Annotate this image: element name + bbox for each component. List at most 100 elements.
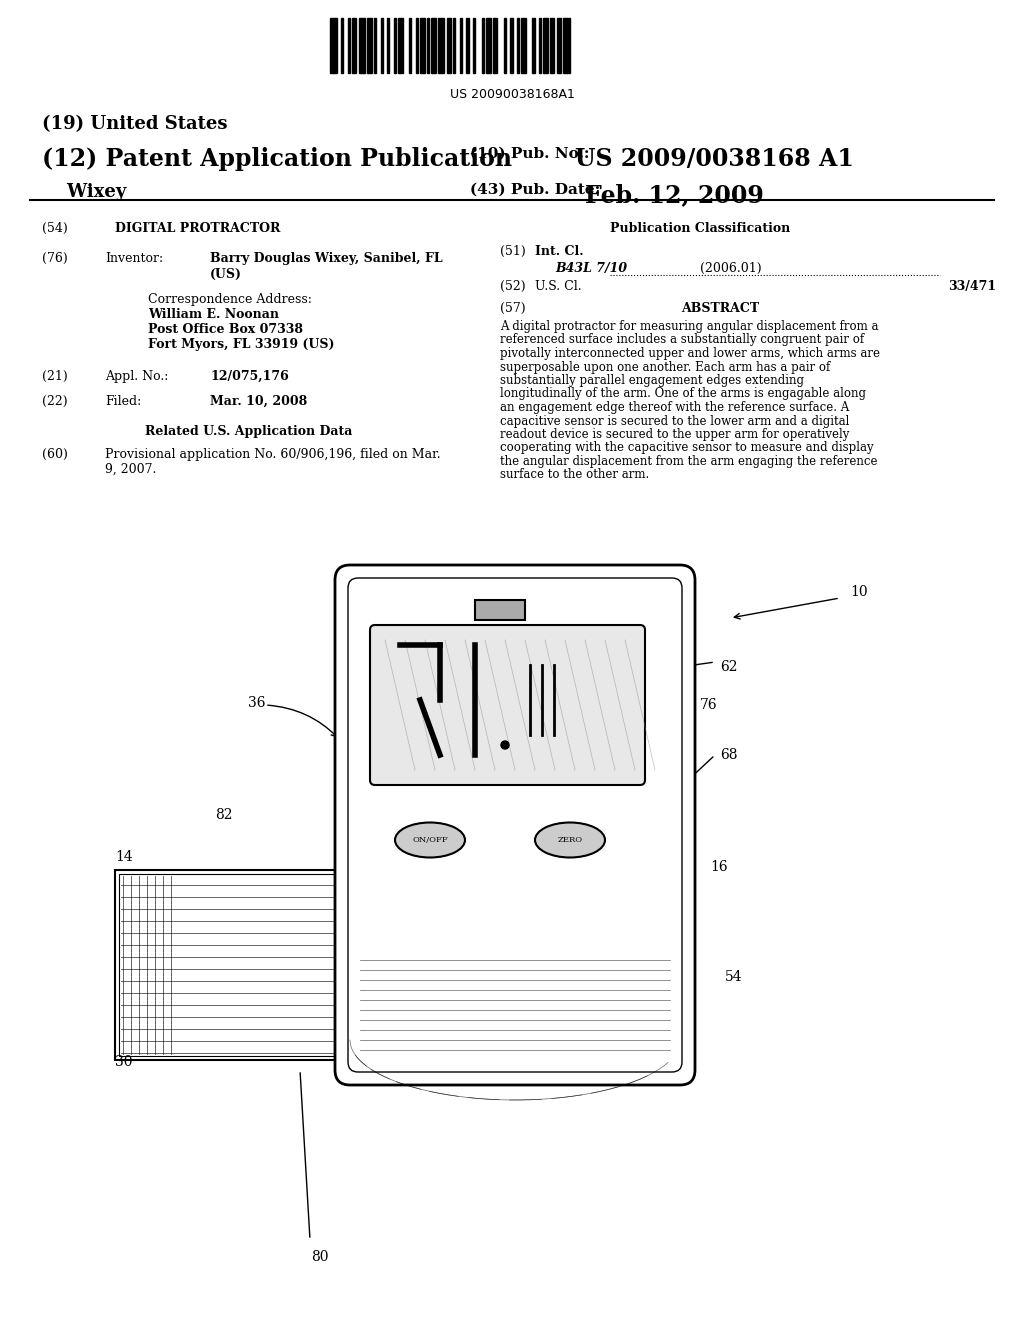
Text: Barry Douglas Wixey, Sanibel, FL: Barry Douglas Wixey, Sanibel, FL [210,252,442,265]
Text: longitudinally of the arm. One of the arms is engagable along: longitudinally of the arm. One of the ar… [500,388,866,400]
Bar [510,18,513,73]
Text: 12: 12 [555,568,572,582]
Text: (76): (76) [42,252,68,265]
Bar [387,18,389,73]
Text: surface to the other arm.: surface to the other arm. [500,469,649,482]
Text: an engagement edge thereof with the reference surface. A: an engagement edge thereof with the refe… [500,401,849,414]
Text: (2006.01): (2006.01) [700,261,762,275]
Bar [347,18,350,73]
Bar [115,870,380,1060]
Text: 70: 70 [490,573,508,587]
Text: US 20090038168A1: US 20090038168A1 [450,88,574,102]
Text: (US): (US) [210,268,242,281]
Text: (51): (51) [500,246,525,257]
Text: 9, 2007.: 9, 2007. [105,463,157,477]
Bar [532,18,535,73]
Text: 72: 72 [360,618,378,632]
Text: cooperating with the capacitive sensor to measure and display: cooperating with the capacitive sensor t… [500,441,873,454]
Bar [446,18,451,73]
Text: DIGITAL PROTRACTOR: DIGITAL PROTRACTOR [115,222,281,235]
Bar [341,18,343,73]
Text: (60): (60) [42,447,68,461]
Bar [466,18,469,73]
Bar [394,18,396,73]
Text: readout device is secured to the upper arm for operatively: readout device is secured to the upper a… [500,428,849,441]
Text: the angular displacement from the arm engaging the reference: the angular displacement from the arm en… [500,455,878,469]
Text: A digital protractor for measuring angular displacement from a: A digital protractor for measuring angul… [500,319,879,333]
Bar [119,874,376,1056]
Bar [381,18,383,73]
Bar [420,18,425,73]
Bar [352,18,356,73]
FancyBboxPatch shape [335,565,695,1085]
Bar [544,18,548,73]
Bar [416,18,418,73]
Text: Fort Myors, FL 33919 (US): Fort Myors, FL 33919 (US) [148,338,335,351]
Text: US 2009/0038168 A1: US 2009/0038168 A1 [575,147,854,172]
Text: 78: 78 [345,840,362,854]
Text: Appl. No.:: Appl. No.: [105,370,168,383]
Text: (43) Pub. Date:: (43) Pub. Date: [470,183,600,197]
Text: (10) Pub. No.:: (10) Pub. No.: [470,147,590,161]
Text: U.S. Cl.: U.S. Cl. [535,280,582,293]
Text: Publication Classification: Publication Classification [610,222,791,235]
Text: Provisional application No. 60/906,196, filed on Mar.: Provisional application No. 60/906,196, … [105,447,440,461]
Bar [475,601,525,620]
Bar [539,18,542,73]
Text: ABSTRACT: ABSTRACT [681,302,759,315]
Bar [521,18,525,73]
Text: Post Office Box 07338: Post Office Box 07338 [148,323,303,337]
Text: 16: 16 [710,861,728,874]
Text: pivotally interconnected upper and lower arms, which arms are: pivotally interconnected upper and lower… [500,347,880,360]
Bar [368,18,372,73]
Text: Int. Cl.: Int. Cl. [535,246,584,257]
Bar [517,18,519,73]
Circle shape [501,741,509,748]
Text: 33/471: 33/471 [948,280,996,293]
Bar [473,18,475,73]
Bar [482,18,484,73]
Text: (52): (52) [500,280,525,293]
Text: substantially parallel engagement edges extending: substantially parallel engagement edges … [500,374,804,387]
Text: referenced surface includes a substantially congruent pair of: referenced surface includes a substantia… [500,334,864,346]
Text: 14: 14 [115,850,133,865]
Ellipse shape [535,822,605,858]
Bar [438,18,444,73]
Text: (12) Patent Application Publication: (12) Patent Application Publication [42,147,512,172]
Text: (54): (54) [42,222,68,235]
Text: 76: 76 [700,698,718,711]
Text: Feb. 12, 2009: Feb. 12, 2009 [585,183,764,207]
Bar [330,18,337,73]
Bar [431,18,435,73]
Text: ZERO: ZERO [557,836,583,843]
Text: capacitive sensor is secured to the lower arm and a digital: capacitive sensor is secured to the lowe… [500,414,849,428]
Bar [358,18,366,73]
Text: Related U.S. Application Data: Related U.S. Application Data [145,425,352,438]
Text: (22): (22) [42,395,68,408]
Text: 12/075,176: 12/075,176 [210,370,289,383]
Text: B43L 7/10: B43L 7/10 [555,261,627,275]
FancyBboxPatch shape [370,624,645,785]
Text: Filed:: Filed: [105,395,141,408]
Text: William E. Noonan: William E. Noonan [148,308,279,321]
Bar [550,18,554,73]
Text: 66: 66 [400,789,418,804]
Text: (19) United States: (19) United States [42,115,227,133]
Ellipse shape [395,822,465,858]
Bar [557,18,561,73]
Text: superposable upon one another. Each arm has a pair of: superposable upon one another. Each arm … [500,360,830,374]
Bar [504,18,506,73]
Text: 80: 80 [311,1250,329,1265]
Bar [486,18,490,73]
Bar [493,18,498,73]
Bar [427,18,429,73]
Text: (21): (21) [42,370,68,383]
Text: (57): (57) [500,302,525,315]
Text: ON/OFF: ON/OFF [412,836,447,843]
Text: 54: 54 [725,970,742,983]
Text: Wixey: Wixey [42,183,126,201]
Text: 10: 10 [850,585,867,599]
Text: 36: 36 [248,696,265,710]
Text: Correspondence Address:: Correspondence Address: [148,293,312,306]
Bar [454,18,456,73]
